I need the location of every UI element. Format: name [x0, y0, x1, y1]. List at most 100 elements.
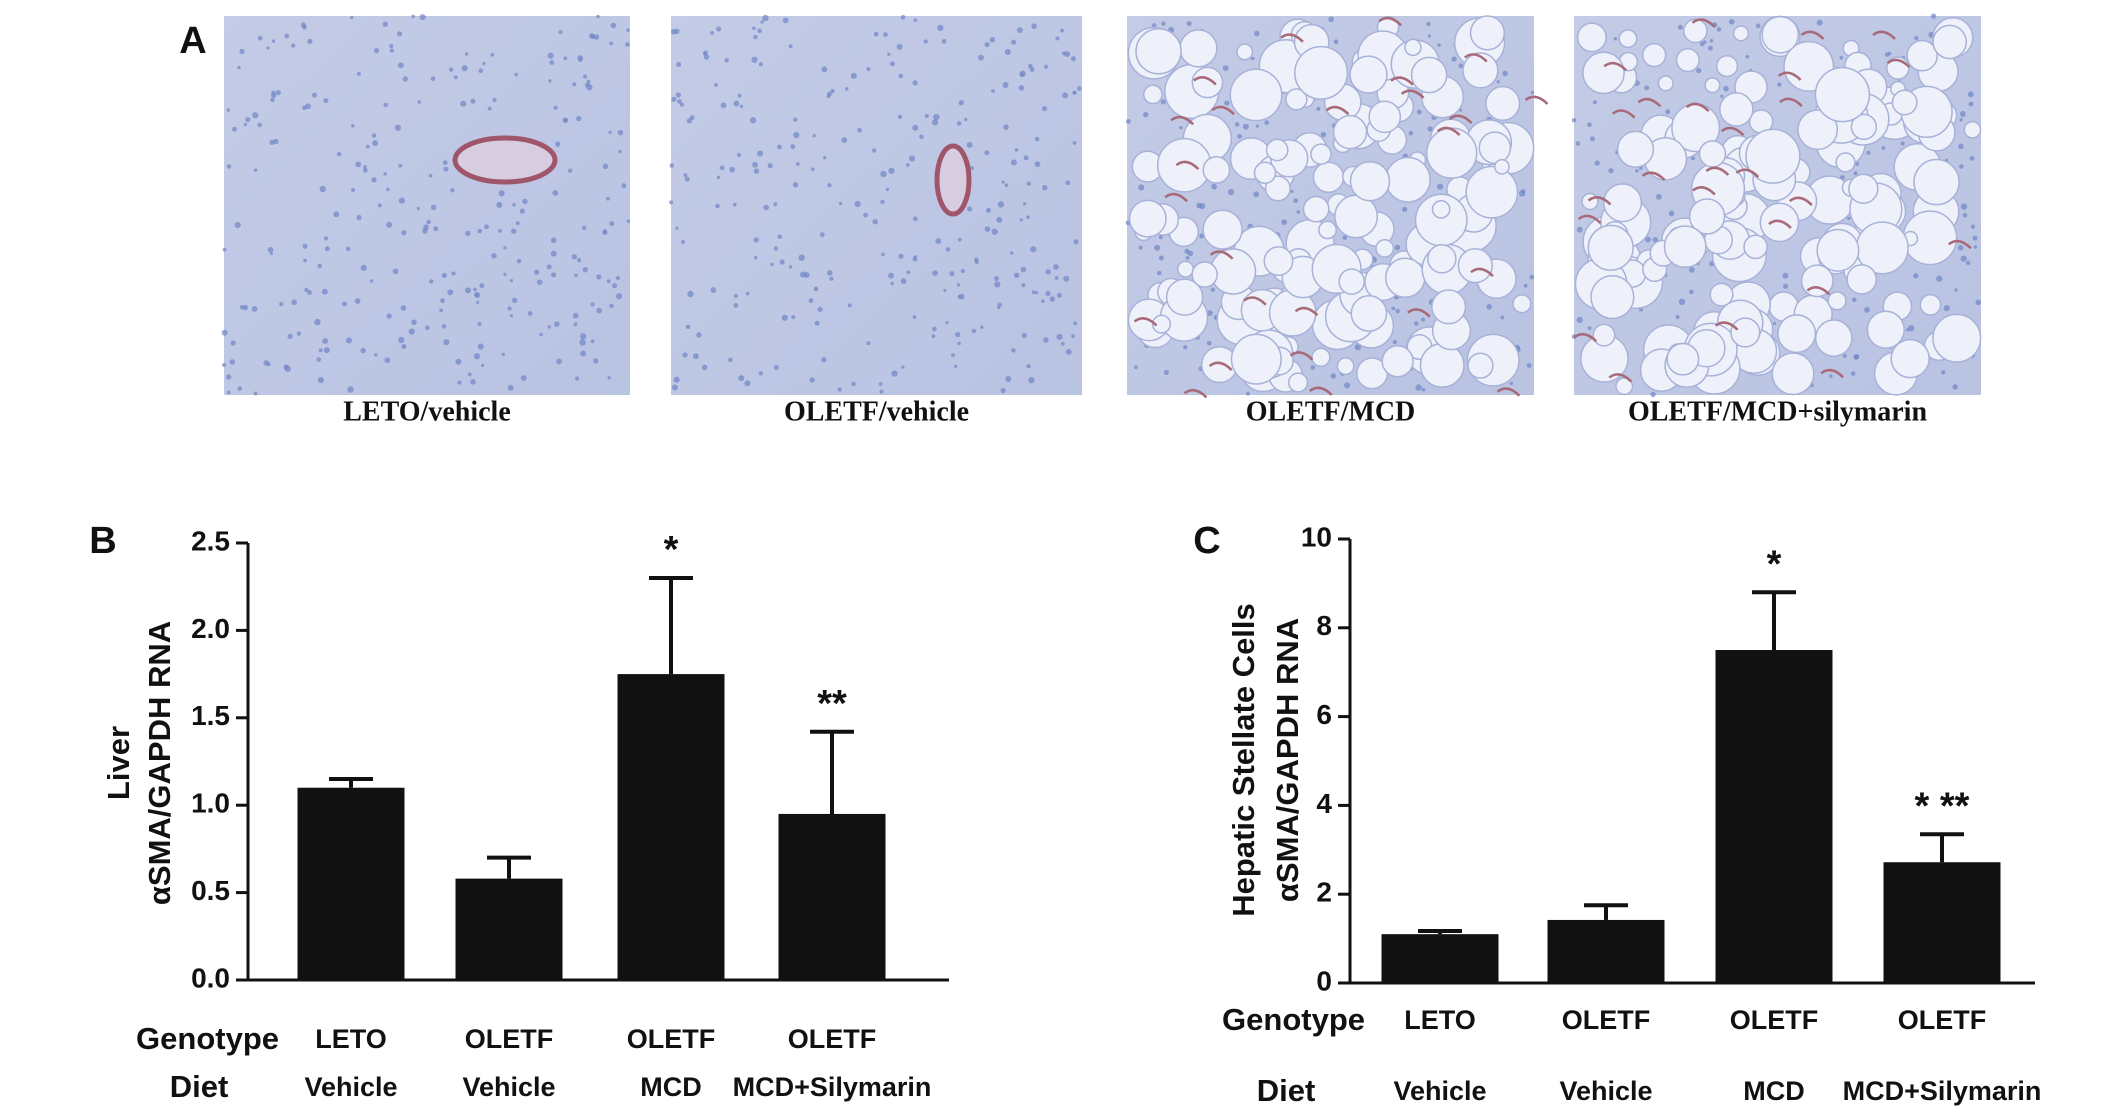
- nucleus: [515, 221, 520, 226]
- nucleus: [879, 389, 884, 394]
- nucleus: [257, 122, 262, 128]
- nucleus: [1391, 306, 1396, 311]
- stain: [1800, 30, 1825, 40]
- nucleus: [880, 199, 885, 205]
- nucleus: [547, 52, 554, 59]
- nucleus: [1134, 365, 1138, 370]
- nucleus: [1021, 283, 1026, 288]
- nucleus: [1576, 226, 1583, 233]
- nucleus: [1645, 236, 1651, 243]
- nucleus: [1392, 339, 1398, 345]
- nucleus: [773, 246, 778, 251]
- x-tick-label: OLETF: [627, 1024, 716, 1054]
- nucleus: [1421, 317, 1426, 322]
- fat-droplet: [1410, 56, 1448, 94]
- image-caption: OLETF/MCD+silymarin: [1628, 396, 1928, 427]
- nucleus: [1437, 43, 1441, 47]
- fat-droplet: [1202, 156, 1231, 184]
- nucleus: [1000, 387, 1006, 394]
- nucleus: [450, 188, 455, 193]
- significance: **: [817, 683, 847, 725]
- nucleus: [509, 314, 514, 318]
- nucleus: [426, 219, 431, 225]
- x-tick-label: Vehicle: [462, 1072, 555, 1102]
- fat-droplet: [1151, 314, 1172, 334]
- significance: *: [1767, 543, 1782, 585]
- nucleus: [878, 382, 883, 386]
- nucleus: [1847, 216, 1851, 221]
- nucleus: [316, 357, 322, 362]
- nucleus: [933, 113, 940, 121]
- nucleus: [490, 52, 495, 57]
- stain: [1735, 168, 1760, 178]
- nucleus: [669, 200, 674, 205]
- nucleus: [837, 387, 842, 392]
- nucleus: [1401, 206, 1408, 212]
- stain: [1524, 95, 1549, 105]
- fat-droplet: [1285, 88, 1308, 111]
- fat-droplet: [1771, 352, 1815, 396]
- nucleus: [1415, 384, 1422, 391]
- nucleus: [857, 127, 862, 133]
- nucleus: [534, 269, 540, 275]
- fat-droplet: [1191, 66, 1224, 99]
- nucleus: [1054, 276, 1059, 280]
- fat-droplet: [1230, 333, 1282, 385]
- nucleus: [512, 297, 518, 304]
- fat-droplet: [1264, 175, 1291, 202]
- nucleus: [1042, 184, 1048, 191]
- nucleus: [464, 287, 472, 294]
- y-tick-label: 4: [1316, 788, 1332, 819]
- nucleus: [1635, 169, 1639, 173]
- nucleus: [1850, 371, 1856, 376]
- nucleus: [1707, 45, 1713, 51]
- nucleus: [1034, 161, 1041, 168]
- stain: [1577, 214, 1602, 224]
- nucleus: [1242, 123, 1249, 130]
- nucleus: [941, 38, 947, 44]
- nucleus: [1613, 36, 1618, 41]
- nucleus: [369, 279, 374, 283]
- nucleus: [821, 357, 827, 363]
- nucleus: [1211, 183, 1217, 190]
- nucleus: [492, 97, 497, 102]
- nucleus: [1652, 237, 1659, 243]
- nucleus: [996, 305, 1001, 310]
- nucleus: [477, 343, 484, 350]
- nucleus: [1026, 215, 1030, 220]
- fat-droplet: [1253, 161, 1277, 185]
- nucleus: [671, 96, 677, 102]
- nucleus: [850, 72, 857, 79]
- nucleus: [267, 246, 274, 253]
- nucleus: [284, 33, 290, 39]
- nucleus: [958, 99, 964, 106]
- y-tick-label: 10: [1301, 521, 1332, 552]
- fat-droplet: [1576, 22, 1607, 53]
- nucleus: [732, 202, 737, 207]
- y-axis-label: αSMA/GAPDH RNA: [142, 621, 177, 905]
- nucleus: [596, 307, 602, 314]
- nucleus: [749, 117, 757, 124]
- nucleus: [1330, 373, 1337, 379]
- nucleus: [957, 237, 962, 242]
- nucleus: [760, 20, 764, 24]
- nucleus: [792, 182, 799, 188]
- fat-droplet: [1704, 77, 1721, 94]
- nucleus: [245, 117, 251, 123]
- nucleus: [1234, 122, 1240, 127]
- nucleus: [1608, 168, 1614, 174]
- nucleus: [584, 82, 590, 88]
- nucleus: [1014, 272, 1020, 278]
- nucleus: [798, 254, 805, 261]
- nucleus: [465, 230, 471, 237]
- nucleus: [1065, 349, 1072, 355]
- nucleus: [373, 48, 380, 54]
- nucleus: [1959, 118, 1963, 122]
- y-tick-label: 0: [1316, 965, 1332, 996]
- nucleus: [1138, 184, 1145, 191]
- nucleus: [912, 80, 918, 86]
- nucleus: [1678, 298, 1686, 305]
- nucleus: [1702, 40, 1707, 44]
- nucleus: [371, 133, 377, 138]
- nucleus: [556, 358, 562, 365]
